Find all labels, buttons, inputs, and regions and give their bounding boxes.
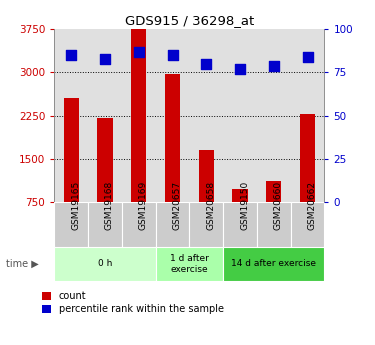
Text: GSM19150: GSM19150	[240, 181, 249, 230]
Bar	[291, 202, 324, 247]
Legend: count, percentile rank within the sample: count, percentile rank within the sample	[40, 289, 226, 316]
Bar	[257, 202, 291, 247]
Bar	[223, 247, 324, 281]
Bar	[156, 29, 189, 202]
Bar	[165, 73, 180, 245]
Bar	[54, 247, 156, 281]
Text: GSM19169: GSM19169	[139, 181, 148, 230]
Bar	[54, 202, 88, 247]
Point	[102, 56, 108, 61]
Bar	[88, 202, 122, 247]
Point	[136, 49, 142, 55]
Point	[68, 52, 74, 58]
Bar	[257, 29, 291, 202]
Bar	[223, 29, 257, 202]
Text: time ▶: time ▶	[6, 259, 38, 269]
Point	[203, 61, 209, 67]
Bar	[199, 150, 214, 245]
Bar	[64, 98, 79, 245]
Bar	[189, 202, 223, 247]
Bar	[232, 189, 248, 245]
Bar	[266, 180, 281, 245]
Bar	[98, 118, 112, 245]
Bar	[156, 247, 223, 281]
Text: GSM20658: GSM20658	[206, 181, 215, 230]
Point	[304, 54, 310, 60]
Bar	[156, 202, 189, 247]
Bar	[189, 29, 223, 202]
Text: 1 d after
exercise: 1 d after exercise	[170, 254, 209, 274]
Bar	[54, 29, 88, 202]
Bar	[122, 29, 156, 202]
Text: GSM20657: GSM20657	[172, 181, 182, 230]
Bar	[223, 202, 257, 247]
Point	[170, 52, 176, 58]
Bar	[291, 29, 324, 202]
Text: GSM20660: GSM20660	[274, 181, 283, 230]
Point	[237, 66, 243, 72]
Bar	[131, 29, 146, 245]
Text: GSM19168: GSM19168	[105, 181, 114, 230]
Bar	[300, 114, 315, 245]
Title: GDS915 / 36298_at: GDS915 / 36298_at	[125, 14, 254, 27]
Text: 0 h: 0 h	[98, 259, 112, 268]
Text: GSM20662: GSM20662	[308, 181, 316, 230]
Point	[271, 63, 277, 68]
Bar	[88, 29, 122, 202]
Text: GSM19165: GSM19165	[71, 181, 80, 230]
Bar	[122, 202, 156, 247]
Text: 14 d after exercise: 14 d after exercise	[231, 259, 316, 268]
